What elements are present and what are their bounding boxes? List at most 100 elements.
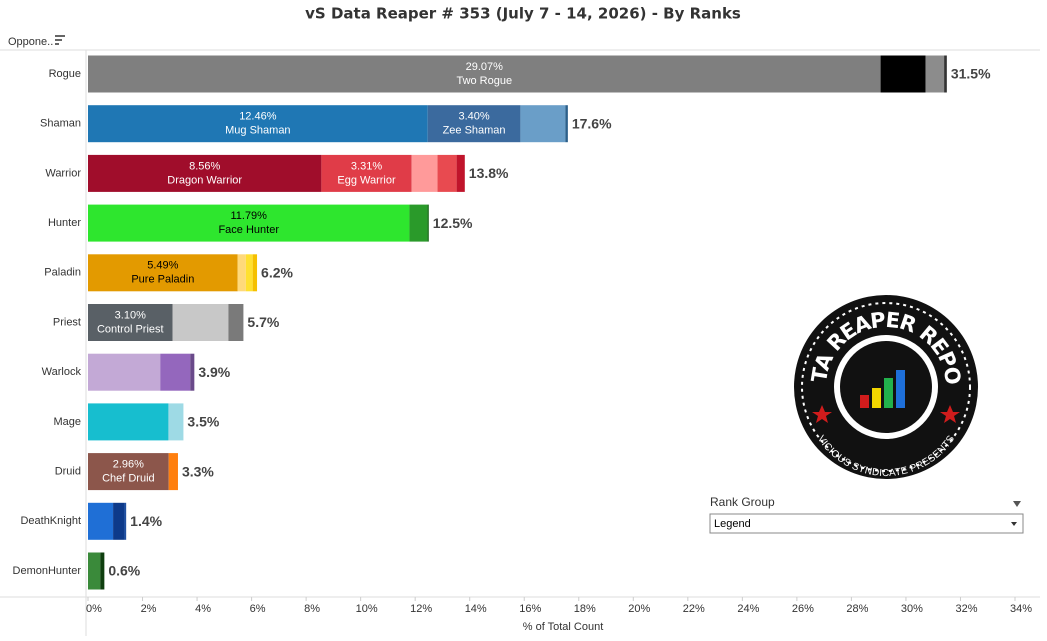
segment-value-label: 8.56%	[189, 160, 220, 172]
x-tick-label: 10%	[356, 603, 378, 615]
segment-value-label: 2.96%	[113, 459, 144, 471]
row-header[interactable]: Oppone..	[8, 36, 53, 48]
segment-name-label: Face Hunter	[218, 224, 279, 236]
bar-segment	[190, 353, 195, 391]
total-label: 1.4%	[130, 513, 162, 529]
segment-value-label: 5.49%	[147, 260, 178, 272]
bar-segment	[88, 55, 881, 93]
bar-segment	[160, 353, 191, 391]
bar-segment	[100, 552, 105, 590]
total-label: 31.5%	[951, 66, 991, 82]
chart-title: vS Data Reaper # 353 (July 7 - 14, 2026)…	[305, 5, 741, 23]
bar-segment	[427, 105, 521, 143]
bar-segment	[409, 204, 428, 242]
bar-segment	[880, 55, 926, 93]
segment-value-label: 3.40%	[458, 111, 489, 123]
x-tick-label: 18%	[574, 603, 596, 615]
bar-segment	[427, 204, 429, 242]
category-label: Rogue	[49, 68, 81, 80]
total-label: 6.2%	[261, 265, 293, 281]
bar-segment	[168, 453, 178, 491]
bar-segment	[252, 254, 258, 292]
segment-name-label: Two Rogue	[456, 75, 512, 87]
segment-value-label: 29.07%	[466, 61, 504, 73]
bar-segment	[437, 154, 457, 192]
total-label: 5.7%	[247, 314, 279, 330]
filter-menu-icon[interactable]	[1013, 501, 1021, 507]
total-label: 3.9%	[198, 364, 230, 380]
x-axis-label: % of Total Count	[523, 621, 604, 633]
segment-name-label: Mug Shaman	[225, 125, 290, 137]
x-tick-label: 28%	[846, 603, 868, 615]
segment-value-label: 3.31%	[351, 160, 382, 172]
x-tick-label: 14%	[465, 603, 487, 615]
category-label: Warlock	[42, 366, 82, 378]
category-label: Warrior	[45, 167, 81, 179]
bar-segment	[944, 55, 947, 93]
bar-segment	[520, 105, 566, 143]
bar-segment	[456, 154, 465, 192]
segment-name-label: Control Priest	[97, 323, 164, 335]
bar-segment	[123, 502, 127, 540]
category-label: Hunter	[48, 217, 81, 229]
x-tick-label: 24%	[737, 603, 759, 615]
total-label: 12.5%	[433, 215, 473, 231]
total-label: 17.6%	[572, 115, 612, 131]
x-tick-label: 20%	[628, 603, 650, 615]
total-label: 13.8%	[469, 165, 509, 181]
bar-segment	[172, 304, 229, 341]
bar-segment	[88, 502, 114, 540]
bar-segment	[228, 304, 244, 341]
bar-segment	[245, 254, 253, 292]
x-tick-label: 34%	[1010, 603, 1032, 615]
segment-value-label: 11.79%	[230, 210, 267, 222]
bar-segment	[565, 105, 568, 143]
bar-segment	[88, 254, 238, 292]
filter-dropdown[interactable]	[709, 513, 1024, 534]
bar-segment	[88, 105, 428, 143]
bar-segment	[88, 403, 169, 441]
category-label: Priest	[53, 316, 81, 328]
x-tick-label: 26%	[792, 603, 814, 615]
category-label: DemonHunter	[13, 565, 82, 577]
x-tick-label: 8%	[304, 603, 320, 615]
category-label: Paladin	[44, 267, 81, 279]
category-label: Druid	[55, 466, 81, 478]
segment-value-label: 3.10%	[115, 309, 146, 321]
category-label: DeathKnight	[20, 515, 81, 527]
segment-name-label: Zee Shaman	[443, 125, 506, 137]
filter-value[interactable]: Legend	[714, 518, 751, 530]
segment-name-label: Pure Paladin	[131, 274, 194, 286]
segment-name-label: Dragon Warrior	[167, 174, 242, 186]
x-tick-label: 2%	[141, 603, 157, 615]
bar-segment	[88, 552, 101, 590]
segment-name-label: Chef Druid	[102, 473, 155, 485]
total-label: 3.3%	[182, 463, 214, 479]
segment-value-label: 12.46%	[239, 111, 277, 123]
total-label: 0.6%	[108, 563, 140, 579]
total-label: 3.5%	[187, 414, 219, 430]
bar-segment	[321, 154, 412, 192]
x-tick-label: 12%	[410, 603, 432, 615]
bar-segment	[168, 403, 184, 441]
category-label: Shaman	[40, 118, 81, 130]
x-tick-label: 30%	[901, 603, 923, 615]
segment-name-label: Egg Warrior	[337, 174, 396, 186]
bar-segment	[113, 502, 124, 540]
x-tick-label: 4%	[195, 603, 211, 615]
x-tick-label: 22%	[683, 603, 705, 615]
bar-segment	[88, 204, 410, 242]
category-label: Mage	[53, 416, 81, 428]
bar-segment	[88, 304, 173, 341]
bar-segment	[411, 154, 438, 192]
bar-segment	[237, 254, 246, 292]
bar-segment	[88, 353, 161, 391]
x-tick-label: 0%	[86, 603, 102, 615]
dropdown-arrow[interactable]	[1011, 522, 1017, 526]
x-tick-label: 16%	[519, 603, 541, 615]
x-tick-label: 6%	[250, 603, 266, 615]
bar-segment	[88, 154, 322, 192]
bar-segment	[925, 55, 945, 93]
sort-icon[interactable]	[55, 35, 65, 45]
